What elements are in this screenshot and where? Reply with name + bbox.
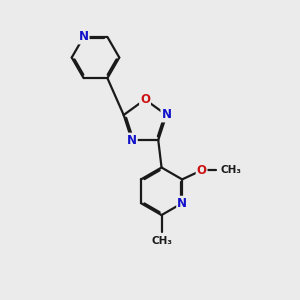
Text: N: N	[79, 30, 88, 44]
Text: O: O	[140, 93, 150, 106]
Text: CH₃: CH₃	[221, 165, 242, 175]
Text: N: N	[161, 109, 171, 122]
Text: N: N	[127, 134, 137, 147]
Text: N: N	[177, 197, 187, 210]
Text: O: O	[196, 164, 207, 177]
Text: CH₃: CH₃	[151, 236, 172, 245]
